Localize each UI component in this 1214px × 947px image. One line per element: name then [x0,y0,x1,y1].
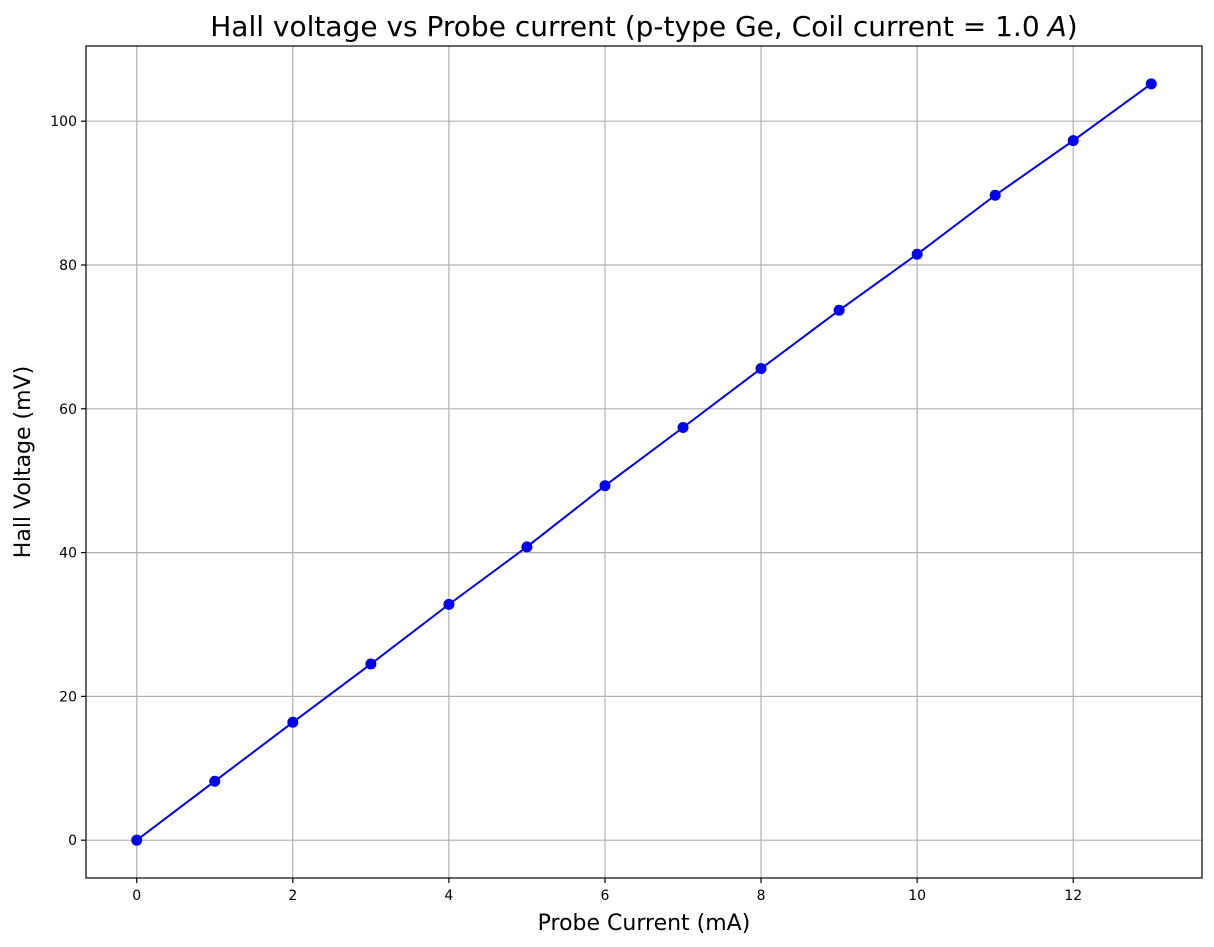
grid-lines [86,46,1202,878]
data-point [599,480,611,492]
x-tick-label: 2 [288,888,297,904]
chart-title-symbol: A [1046,10,1067,43]
data-point [755,363,767,375]
data-point [443,598,455,610]
data-point [131,834,143,846]
chart-title-end: ) [1067,10,1078,43]
chart-title: Hall voltage vs Probe current (p-type Ge… [210,10,1077,43]
data-point [833,304,845,316]
series-line [136,83,1152,841]
y-tick-label: 80 [59,258,77,274]
data-point [1145,78,1157,90]
x-tick-label: 0 [132,888,141,904]
y-tick-label: 40 [59,546,77,562]
plot-frame [85,45,1203,879]
x-tick-label: 12 [1064,888,1082,904]
y-tick-label: 20 [59,689,77,705]
chart-title-text: Hall voltage vs Probe current (p-type Ge… [210,10,1039,43]
data-point [365,658,377,670]
data-point [1067,135,1079,147]
x-axis-title: Probe Current (mA) [538,911,751,936]
y-tick-label: 100 [50,114,77,130]
axis-ticks: 0 2 4 6 8 10 12 0 20 40 60 80 100 [50,114,1082,904]
plot-area [86,46,1202,878]
data-point [911,248,923,260]
x-tick-label: 10 [908,888,926,904]
x-tick-label: 8 [757,888,766,904]
data-point [209,775,221,787]
x-tick-label: 4 [444,888,453,904]
data-point [677,421,689,433]
data-point [287,716,299,728]
data-series [131,78,1157,846]
x-tick-label: 6 [601,888,610,904]
data-point [989,189,1001,201]
data-point [521,541,533,553]
y-tick-label: 60 [59,402,77,418]
y-axis-title: Hall Voltage (mV) [11,366,36,558]
y-tick-label: 0 [68,833,77,849]
